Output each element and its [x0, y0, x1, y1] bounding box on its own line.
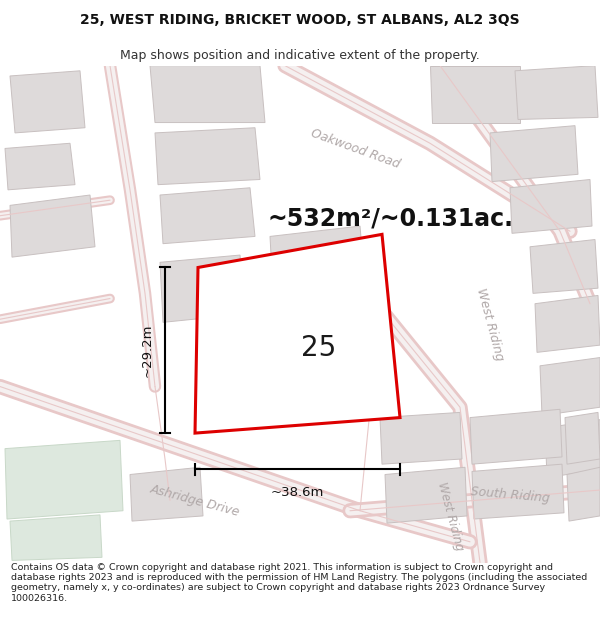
- Polygon shape: [472, 464, 564, 519]
- Polygon shape: [5, 143, 75, 190]
- Polygon shape: [535, 296, 600, 352]
- Polygon shape: [150, 66, 265, 122]
- Text: 25: 25: [301, 334, 337, 362]
- Polygon shape: [567, 468, 600, 521]
- Text: ~29.2m: ~29.2m: [140, 324, 154, 377]
- Text: Ashridge Drive: Ashridge Drive: [149, 482, 241, 519]
- Polygon shape: [155, 127, 260, 184]
- Polygon shape: [510, 179, 592, 233]
- Polygon shape: [430, 66, 520, 122]
- Text: Oakwood Road: Oakwood Road: [308, 126, 401, 171]
- Polygon shape: [270, 226, 365, 291]
- Polygon shape: [10, 195, 95, 257]
- Polygon shape: [10, 515, 102, 561]
- Polygon shape: [130, 468, 203, 521]
- Text: Contains OS data © Crown copyright and database right 2021. This information is : Contains OS data © Crown copyright and d…: [11, 562, 587, 602]
- Text: Map shows position and indicative extent of the property.: Map shows position and indicative extent…: [120, 49, 480, 62]
- Text: West Riding: West Riding: [434, 480, 466, 552]
- Polygon shape: [160, 188, 255, 244]
- Polygon shape: [385, 468, 467, 523]
- Text: 25, WEST RIDING, BRICKET WOOD, ST ALBANS, AL2 3QS: 25, WEST RIDING, BRICKET WOOD, ST ALBANS…: [80, 13, 520, 27]
- Text: West Riding: West Riding: [474, 287, 506, 362]
- Polygon shape: [515, 66, 598, 119]
- Polygon shape: [380, 412, 462, 464]
- Polygon shape: [540, 357, 600, 416]
- Text: South Riding: South Riding: [470, 485, 550, 505]
- Polygon shape: [470, 409, 562, 464]
- Polygon shape: [530, 239, 598, 293]
- Polygon shape: [565, 412, 600, 464]
- Polygon shape: [160, 255, 245, 322]
- Text: ~38.6m: ~38.6m: [271, 486, 324, 499]
- Polygon shape: [5, 441, 123, 519]
- Text: ~532m²/~0.131ac.: ~532m²/~0.131ac.: [268, 207, 514, 231]
- Polygon shape: [285, 291, 373, 343]
- Polygon shape: [545, 419, 600, 478]
- Polygon shape: [490, 126, 578, 181]
- Polygon shape: [10, 71, 85, 133]
- Polygon shape: [195, 234, 400, 433]
